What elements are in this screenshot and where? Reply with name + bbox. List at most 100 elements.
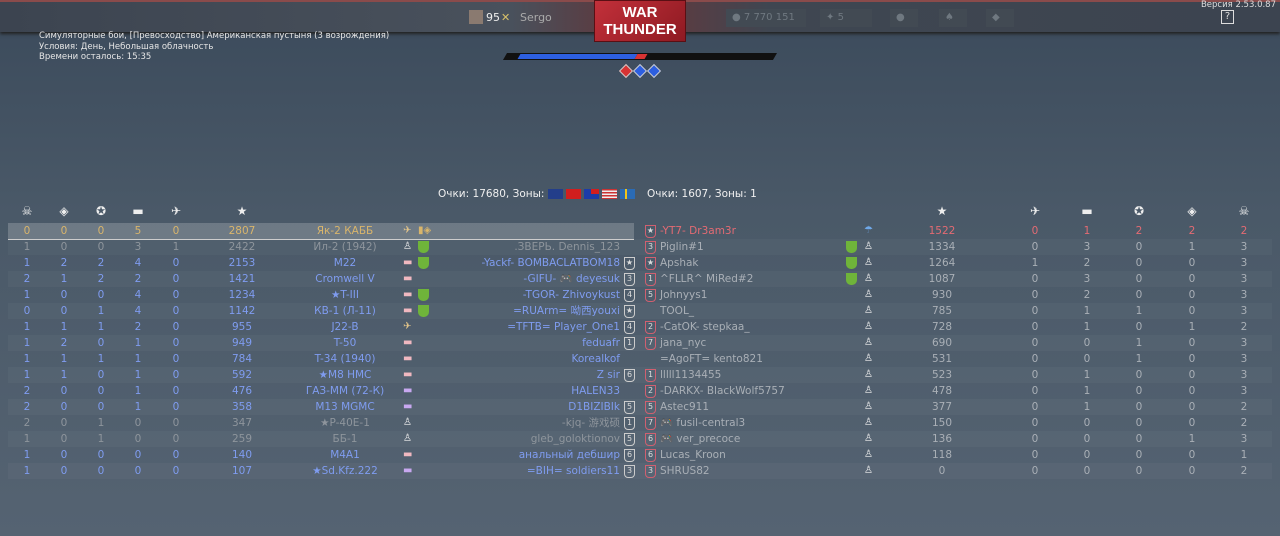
right-stat-ground-kill: 3 [1083, 241, 1091, 253]
player-name[interactable]: HALEN33 [571, 385, 620, 397]
scoreboard-row[interactable]: 1 1 1 1 0 784 T-34 (1940) ▬ Korealkof =AgoFT= ken… [8, 351, 1272, 367]
scoreboard-row[interactable]: 2 1 2 2 0 1421 Cromwell V ▬ -GIFU- 🎮 deyesuk 3 1 ^F… [8, 271, 1272, 287]
vehicle-name[interactable]: ГАЗ-ММ (72-К) [305, 385, 385, 397]
skull-icon[interactable]: ☠ [21, 204, 33, 218]
player-name[interactable]: TOOL_ [660, 305, 695, 317]
scoreboard-row[interactable]: 1 2 2 4 0 2153 M22 ▬ -Yackf- BOMBACLATBOM18 ★ ★ Aps… [8, 255, 1272, 271]
player-name[interactable]: анальный дебшир [518, 449, 620, 461]
player-name[interactable]: .ЗВЕРЬ. Dennis_123 [514, 241, 620, 253]
vehicle-name[interactable]: ★P-40E-1 [320, 417, 370, 429]
player-name[interactable]: =RUArm= 呦西youxi [513, 305, 620, 317]
player-name[interactable]: feduafr [582, 337, 620, 349]
vehicle-name[interactable]: Cromwell V [315, 273, 375, 285]
right-stat-capture: 0 [1188, 417, 1196, 429]
vehicle-name[interactable]: КВ-1 (Л-11) [314, 305, 376, 317]
player-name[interactable]: -kjq- 游戏硕 [561, 417, 620, 429]
scoreboard-row[interactable]: 1 0 0 3 1 2422 Ил-2 (1942) ♙ .ЗВЕРЬ. Dennis_123 3… [8, 239, 1272, 255]
zone-red-icon [618, 63, 634, 79]
vehicle-name[interactable]: J22-B [331, 321, 359, 333]
avatar[interactable] [469, 10, 483, 24]
vehicle-name[interactable]: ★Sd.Kfz.222 [312, 465, 378, 477]
scoreboard-row[interactable]: 1 1 1 2 0 955 J22-B ✈ =TFTB= Player_One1 4 2 -CatOK… [8, 319, 1272, 335]
scoreboard-row[interactable]: 1 2 0 1 0 949 T-50 ▬ feduafr 1 7 jana_nyc ♙ 690 0 0 1 0 3 [8, 335, 1272, 351]
right-stat-ground-kill: 2 [1083, 289, 1091, 301]
help-button[interactable]: ? [1221, 10, 1234, 24]
score-star-icon[interactable]: ★ [936, 204, 948, 218]
player-name[interactable]: Lucas_Kroon [660, 449, 726, 461]
player-name[interactable]: Astec911 [660, 401, 710, 413]
vehicle-plane-icon: ✈ [403, 321, 412, 332]
vehicle-name[interactable]: ★M8 HMC [318, 369, 372, 381]
scoreboard-row[interactable]: 1 1 0 1 0 592 ★M8 HMC ▬ Z sir 6 1 lllll1134455 ♙ 523 0… [8, 367, 1272, 383]
player-name[interactable]: jana_nyc [660, 337, 707, 349]
right-stat-score-star: 523 [931, 369, 953, 381]
scoreboard-row[interactable]: 1 0 0 0 0 140 M4A1 ▬ анальный дебшир 6 6 Lucas_Kroo… [8, 447, 1272, 463]
player-name[interactable]: 🎮 ver_precoce [660, 433, 741, 445]
assist-icon[interactable]: ✪ [1133, 204, 1145, 218]
right-stat-capture: 0 [1188, 337, 1196, 349]
player-name[interactable]: -GIFU- 🎮 deyesuk [523, 273, 620, 285]
vehicle-name[interactable]: ББ-1 [332, 433, 358, 445]
left-stat-assist: 0 [97, 241, 105, 253]
left-stat-capture: 2 [60, 337, 68, 349]
right-stat-score-star: 136 [931, 433, 953, 445]
capture-icon[interactable]: ◈ [1187, 204, 1197, 218]
player-name[interactable]: Z sir [596, 369, 620, 381]
rank-badge: 3 [624, 465, 635, 478]
air-kill-icon[interactable]: ✈ [1029, 204, 1041, 218]
player-name[interactable]: -Yackf- BOMBACLATBOM18 [481, 257, 621, 269]
score-star-icon[interactable]: ★ [236, 204, 248, 218]
vehicle-name[interactable]: ★T-III [331, 289, 359, 301]
vehicle-name[interactable]: T-50 [333, 337, 357, 349]
dice-icon[interactable]: ◆ [986, 9, 1014, 27]
player-name[interactable]: lllll1134455 [660, 369, 722, 381]
player-name[interactable]: ^FLLR^ MiRed#2 [660, 273, 754, 285]
player-name[interactable]: Johnyys1 [660, 289, 708, 301]
vehicle-name[interactable]: M13 MGMC [315, 401, 375, 413]
player-name[interactable]: -DARKX- BlackWolf5757 [660, 385, 785, 397]
vehicle-name[interactable]: M22 [333, 257, 357, 269]
ground-kill-icon[interactable]: ▬ [1081, 204, 1093, 218]
player-name[interactable]: SHRUS82 [660, 465, 710, 477]
scoreboard-row[interactable]: 2 0 1 0 0 347 ★P-40E-1 ♙ -kjq- 游戏硕 1 7 🎮 fusil-cent… [8, 415, 1272, 431]
player-name[interactable]: -YT7- Dr3am3r [660, 225, 736, 237]
scoreboard-row[interactable]: 2 0 0 1 0 358 M13 MGMC ▬ D1BIZIBIk 5 5 Astec911 ♙ 377… [8, 399, 1272, 415]
vehicle-name[interactable]: M4A1 [330, 449, 360, 461]
vehicle-name[interactable]: Як-2 КАББ [316, 225, 374, 237]
left-stat-capture: 2 [60, 257, 68, 269]
silver-lions[interactable]: ● 7 770 151 [726, 9, 806, 27]
right-stat-assist: 2 [1135, 225, 1143, 237]
player-name[interactable]: =BIH= soldiers11 [526, 465, 620, 477]
left-stat-ground-kill: 4 [134, 257, 142, 269]
player-name[interactable]: =AgoFT= kento821 [660, 353, 763, 365]
balloon-icon[interactable]: ● [890, 9, 918, 27]
player-name[interactable]: 🎮 fusil-central3 [660, 417, 746, 429]
assist-icon[interactable]: ✪ [95, 204, 107, 218]
player-name[interactable]: -CatOK- stepkaa_ [660, 321, 750, 333]
ground-kill-icon[interactable]: ▬ [132, 204, 144, 218]
air-kill-icon[interactable]: ✈ [170, 204, 182, 218]
scoreboard-row[interactable]: 0 0 1 4 0 1142 КВ-1 (Л-11) ▬ =RUArm= 呦西youxi ★ TOO… [8, 303, 1272, 319]
player-name[interactable]: -TGOR- Zhivoykust [522, 289, 620, 301]
golden-eagles[interactable]: ✦ 5 [820, 9, 872, 27]
scoreboard-row[interactable]: 2 0 0 1 0 476 ГАЗ-ММ (72-К) ▬ HALEN33 2 -DARKX- Bl… [8, 383, 1272, 399]
vehicle-name[interactable]: Ил-2 (1942) [313, 241, 377, 253]
player-name[interactable]: Piglin#1 [660, 241, 704, 253]
player-name[interactable]: =TFTB= Player_One1 [507, 321, 620, 333]
player-name[interactable]: Apshak [660, 257, 699, 269]
rank-badge: 6 [624, 369, 635, 382]
left-stat-assist: 2 [97, 257, 105, 269]
scoreboard-row[interactable]: 1 0 0 4 0 1234 ★T-III ▬ -TGOR- Zhivoykust 4 5 Johny… [8, 287, 1272, 303]
player-name[interactable]: gleb_goloktionov [530, 433, 620, 445]
player-name[interactable]: Korealkof [571, 353, 620, 365]
skull-icon[interactable]: ☠ [1238, 204, 1250, 218]
spade-icon[interactable]: ♠ [939, 9, 967, 27]
scoreboard-row[interactable]: 1 0 1 0 0 259 ББ-1 ♙ gleb_goloktionov 5 6 🎮 ver_pre… [8, 431, 1272, 447]
capture-icon[interactable]: ◈ [59, 204, 69, 218]
right-stat-capture: 0 [1188, 465, 1196, 477]
scoreboard-row[interactable]: 1 0 0 0 0 107 ★Sd.Kfz.222 ▬ =BIH= soldiers11 3 3 SH… [8, 463, 1272, 479]
right-stat-skull: 2 [1240, 321, 1248, 333]
player-name[interactable]: D1BIZIBIk [568, 401, 620, 413]
vehicle-name[interactable]: T-34 (1940) [314, 353, 376, 365]
